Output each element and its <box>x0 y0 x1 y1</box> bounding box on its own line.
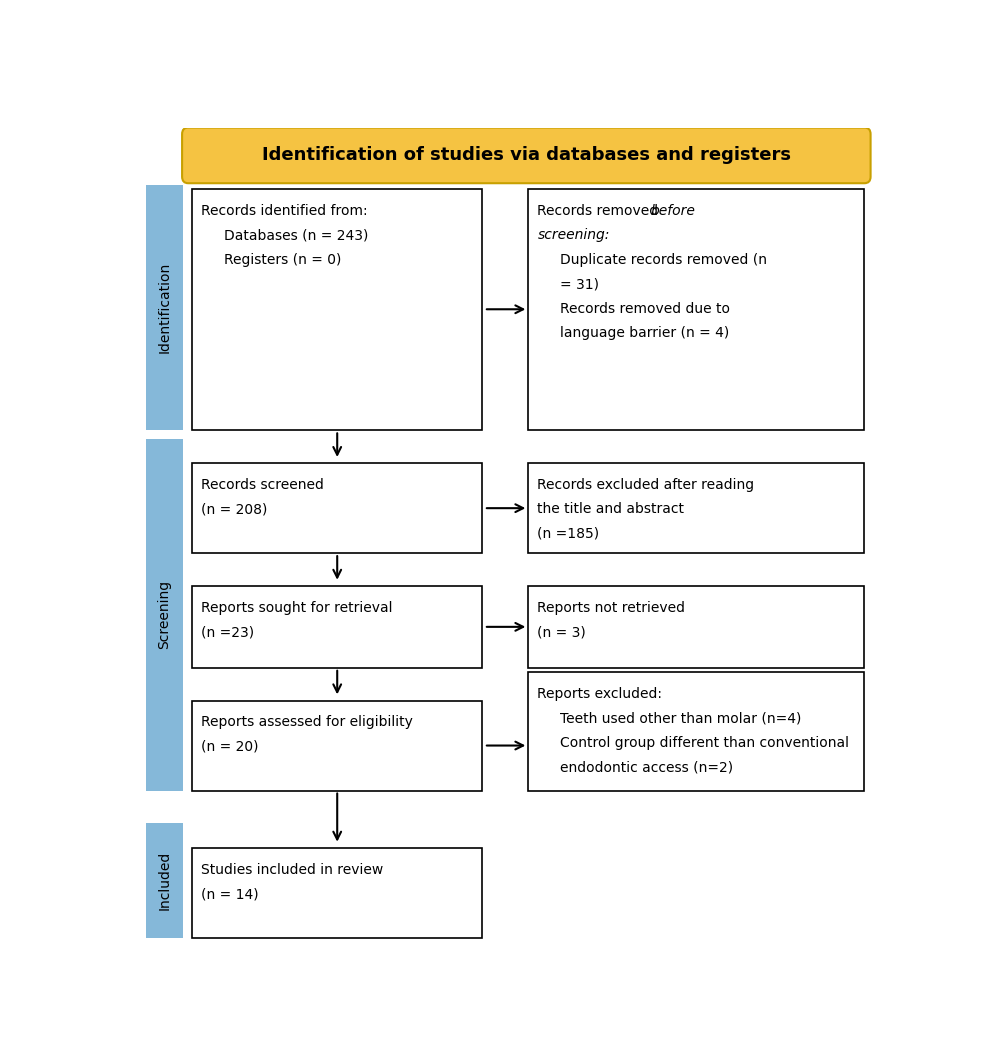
FancyBboxPatch shape <box>528 463 865 553</box>
FancyBboxPatch shape <box>192 189 482 431</box>
Text: Reports sought for retrieval: Reports sought for retrieval <box>201 601 392 614</box>
Text: endodontic access (n=2): endodontic access (n=2) <box>560 760 734 774</box>
Text: (n = 20): (n = 20) <box>201 740 258 754</box>
Text: Reports not retrieved: Reports not retrieved <box>537 601 685 614</box>
Text: before: before <box>651 204 695 218</box>
Text: Screening: Screening <box>158 580 172 649</box>
Text: Identification of studies via databases and registers: Identification of studies via databases … <box>262 147 791 165</box>
Text: (n = 208): (n = 208) <box>201 503 267 517</box>
FancyBboxPatch shape <box>192 586 482 668</box>
Text: Registers (n = 0): Registers (n = 0) <box>224 253 341 267</box>
Text: Reports excluded:: Reports excluded: <box>537 687 663 701</box>
Text: (n = 3): (n = 3) <box>537 625 586 639</box>
Text: Reports assessed for eligibility: Reports assessed for eligibility <box>201 715 413 729</box>
Text: Records excluded after reading: Records excluded after reading <box>537 478 754 492</box>
Text: (n =23): (n =23) <box>201 625 254 639</box>
Text: Control group different than conventional: Control group different than conventiona… <box>560 736 849 749</box>
Text: Records screened: Records screened <box>201 478 324 492</box>
Text: (n = 14): (n = 14) <box>201 888 258 901</box>
Text: = 31): = 31) <box>560 277 599 291</box>
FancyBboxPatch shape <box>146 439 182 791</box>
Text: Databases (n = 243): Databases (n = 243) <box>224 229 369 242</box>
FancyBboxPatch shape <box>182 128 871 183</box>
Text: screening:: screening: <box>537 229 609 242</box>
FancyBboxPatch shape <box>192 463 482 553</box>
Text: (n =185): (n =185) <box>537 527 599 541</box>
Text: the title and abstract: the title and abstract <box>537 503 684 517</box>
FancyBboxPatch shape <box>192 701 482 791</box>
Text: Included: Included <box>158 851 172 910</box>
Text: Records removed due to: Records removed due to <box>560 302 731 316</box>
FancyBboxPatch shape <box>528 672 865 791</box>
Text: language barrier (n = 4): language barrier (n = 4) <box>560 326 730 340</box>
FancyBboxPatch shape <box>146 823 182 938</box>
Text: Identification: Identification <box>158 261 172 353</box>
FancyBboxPatch shape <box>528 189 865 431</box>
FancyBboxPatch shape <box>146 185 182 431</box>
FancyBboxPatch shape <box>528 586 865 668</box>
FancyBboxPatch shape <box>192 848 482 938</box>
Text: Duplicate records removed (n: Duplicate records removed (n <box>560 253 767 267</box>
Text: Teeth used other than molar (n=4): Teeth used other than molar (n=4) <box>560 711 802 725</box>
Text: Records identified from:: Records identified from: <box>201 204 368 218</box>
Text: Records removed: Records removed <box>537 204 663 218</box>
Text: Studies included in review: Studies included in review <box>201 862 384 877</box>
